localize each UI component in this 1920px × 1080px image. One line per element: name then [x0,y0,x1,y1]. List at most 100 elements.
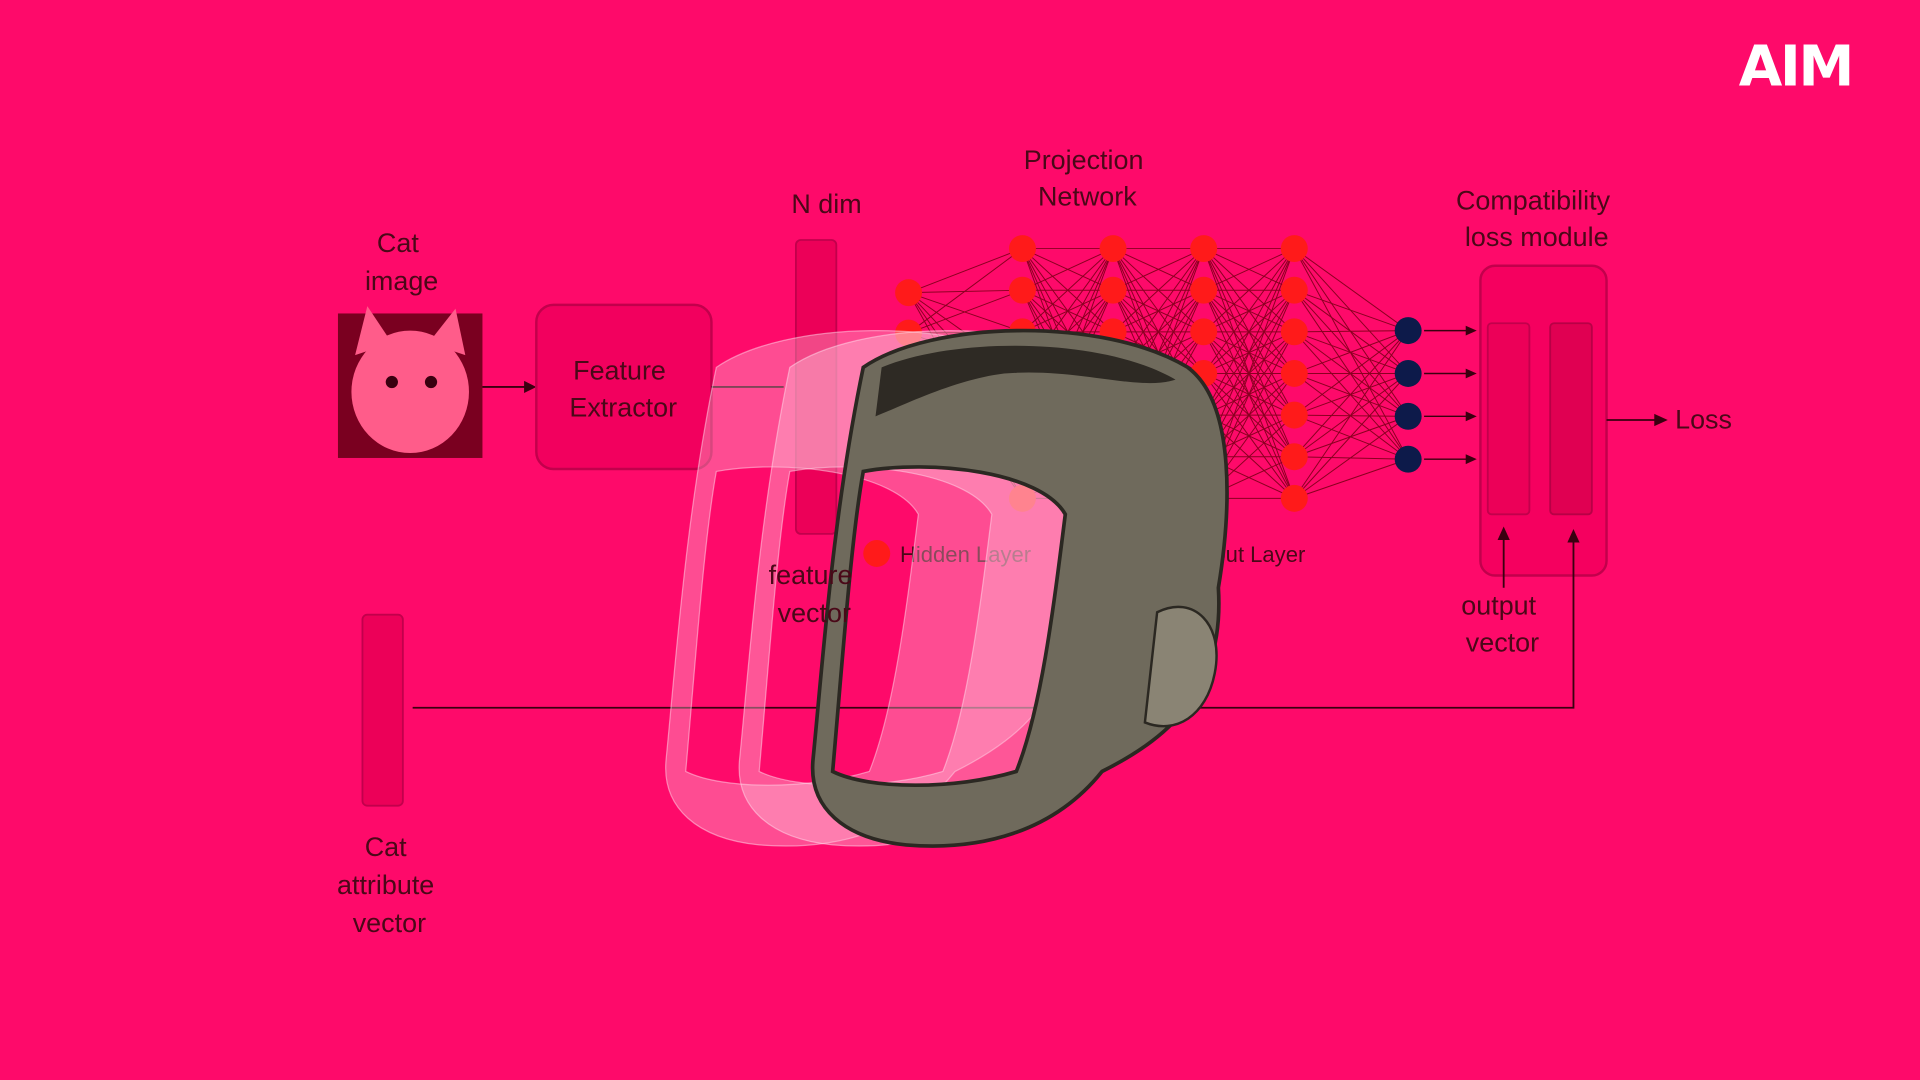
node [1280,360,1308,387]
node [1394,360,1422,387]
node [1280,443,1308,471]
edge [1203,248,1295,416]
edge [1294,414,1409,460]
node [1394,402,1422,430]
label-line: feature [769,560,853,590]
compatibility-label: Compatibility loss module [1456,185,1618,252]
label-line: attribute [337,870,434,900]
node [1394,317,1422,345]
node [1280,401,1308,429]
arrow-head [1465,325,1477,336]
node [1008,484,1036,512]
edge [1294,456,1409,460]
node [1190,235,1218,263]
edge [1293,330,1409,458]
edge [1293,331,1409,460]
edge [1203,248,1295,291]
arrow-head [1567,528,1580,543]
edge [1293,248,1409,374]
label-line: Feature [573,356,666,386]
arrow-head [1654,413,1668,427]
node [1394,445,1422,473]
edge [1203,248,1295,333]
edge [1294,289,1409,332]
head-collage [665,328,1229,848]
attribute-bar [361,613,404,807]
label-line: Cat [365,832,407,862]
node [1008,235,1036,263]
edge [1293,289,1409,374]
edge [1294,458,1409,499]
edge [1293,331,1409,417]
logo: AIM [1739,35,1852,100]
edge [1294,330,1409,333]
node [1099,235,1127,263]
edge [1293,289,1409,417]
n-dim-label: N dim [791,189,861,219]
legend-dot [863,540,891,567]
label-line: image [365,266,438,296]
label-line: vector [1466,627,1539,657]
edge [908,248,1023,294]
edge [1293,248,1409,417]
edge [1294,414,1409,417]
node [1280,318,1308,346]
label-line: Cat [377,228,419,258]
edge [1022,248,1114,291]
arrow-head [1497,526,1510,540]
node [1190,276,1218,304]
edge [908,292,1023,333]
loss-label: Loss [1675,405,1732,435]
edge [1293,289,1409,460]
arrow-head [1465,454,1477,465]
edge [1112,248,1205,333]
label-line: loss module [1465,222,1609,252]
connector [412,541,1575,709]
edge [908,289,1023,334]
edge [1294,373,1409,417]
feature-extractor-label: Feature Extractor [569,356,677,423]
node [1008,276,1036,304]
edge [1293,330,1409,416]
cat-image-label: Cat image [365,228,438,296]
label-line: Extractor [569,392,677,422]
feature-vector-label: feature vector [769,560,860,628]
cat-image [337,306,483,458]
n-dim-bar [795,239,838,535]
edge [1293,248,1409,332]
legend-hidden: Hidden Layer [900,542,1031,567]
edge [1112,248,1204,291]
arrow-head [1465,368,1477,379]
edge [1293,373,1409,460]
label-line: Network [1038,182,1137,212]
output-vector-label: output vector [1461,591,1543,658]
edge [1203,248,1295,374]
edge [1293,373,1409,499]
edge [1294,330,1409,374]
label-line: vector [353,908,426,938]
node [895,319,923,347]
node [1190,318,1218,346]
vector-bar [1486,322,1531,516]
node [895,279,923,307]
edge [1294,331,1409,374]
arrow-head [1465,411,1477,422]
label-line: Compatibility [1456,185,1611,215]
edge [1293,330,1409,499]
arrow-head [524,380,537,394]
edge [1293,415,1409,499]
edge [908,248,1023,334]
label-line: output [1461,591,1536,621]
label-line: vector [778,598,851,628]
node [1280,484,1308,512]
vector-bar [1549,322,1593,516]
label-line: Projection [1024,145,1144,175]
node [1099,276,1127,304]
edge [908,289,1023,294]
node [1280,276,1308,304]
edge [1022,248,1114,333]
projection-network-label: Projection Network [1024,145,1151,212]
node [1280,235,1308,263]
